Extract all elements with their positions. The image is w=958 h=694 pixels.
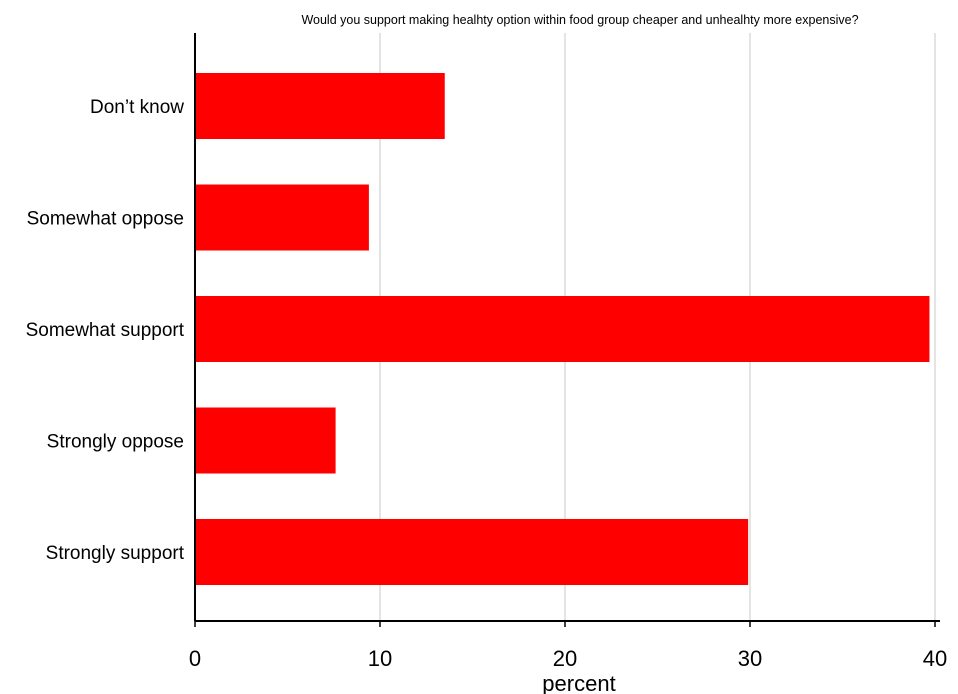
x-axis-title: percent <box>542 671 615 694</box>
bar <box>195 519 749 585</box>
bar <box>195 184 369 251</box>
bar <box>195 296 930 362</box>
category-label: Strongly oppose <box>47 432 184 453</box>
bar <box>195 73 445 139</box>
x-tick-label: 30 <box>738 646 762 671</box>
category-label: Don’t know <box>90 97 184 118</box>
x-tick-label: 20 <box>553 646 577 671</box>
x-tick-label: 10 <box>368 646 392 671</box>
category-labels: Don’t know Somewhat oppose Somewhat suppor… <box>26 97 185 564</box>
x-tick-label: 40 <box>923 646 947 671</box>
category-label: Somewhat oppose <box>27 209 184 230</box>
bars <box>195 73 930 585</box>
category-label: Strongly support <box>46 543 185 564</box>
axes <box>194 33 940 622</box>
chart-title: Would you support making healhty option … <box>301 13 858 27</box>
bar <box>195 407 336 474</box>
x-tick-label: 0 <box>189 646 201 671</box>
category-label: Somewhat support <box>26 320 185 341</box>
x-axis-ticks: 0 10 20 30 40 <box>189 621 947 671</box>
